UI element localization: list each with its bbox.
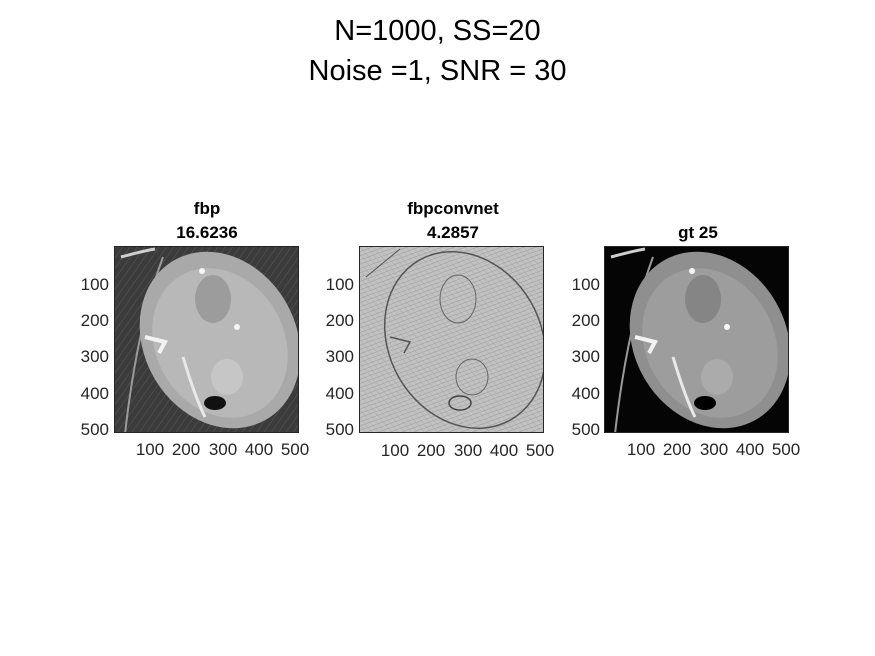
- x-tick-label: 400: [735, 440, 765, 459]
- subplot-title-line1: fbp: [193, 199, 221, 218]
- y-tick-label: 100: [80, 275, 109, 294]
- x-tick-label: 500: [771, 440, 801, 459]
- ct-image-fbp: [114, 246, 299, 433]
- y-tick-label: 100: [571, 275, 600, 294]
- subplot-title-line2: 16.6236: [176, 223, 238, 242]
- y-tick-label: 100: [325, 275, 354, 294]
- y-tick-label: 300: [571, 347, 600, 366]
- x-tick-label: 300: [453, 441, 483, 460]
- y-tick-label: 200: [80, 311, 109, 330]
- y-tick-label: 300: [80, 347, 109, 366]
- y-tick-label: 400: [571, 384, 600, 403]
- x-tick-label: 200: [662, 440, 692, 459]
- figure-title-line2: Noise =1, SNR = 30: [308, 55, 567, 87]
- subplot-title-line1: fbpconvnet: [407, 199, 499, 218]
- x-tick-label: 100: [380, 441, 410, 460]
- y-tick-label: 200: [325, 311, 354, 330]
- x-tick-label: 400: [489, 441, 519, 460]
- x-tick-label: 300: [208, 440, 238, 459]
- x-tick-label: 200: [171, 440, 201, 459]
- y-tick-label: 500: [80, 420, 109, 439]
- x-tick-label: 200: [416, 441, 446, 460]
- y-tick-label: 200: [571, 311, 600, 330]
- y-tick-label: 400: [80, 384, 109, 403]
- x-tick-label: 500: [280, 440, 310, 459]
- x-tick-label: 100: [135, 440, 165, 459]
- figure-title-line1: N=1000, SS=20: [334, 15, 541, 47]
- ct-image-gt: [604, 246, 789, 433]
- x-tick-label: 400: [244, 440, 274, 459]
- y-tick-label: 500: [325, 420, 354, 439]
- ct-image-fbpconvnet: [359, 246, 544, 433]
- y-tick-label: 500: [571, 420, 600, 439]
- subplot-title-line2: gt 25: [678, 223, 718, 242]
- x-tick-label: 500: [525, 441, 555, 460]
- subplot-title-line2: 4.2857: [427, 223, 479, 242]
- x-tick-label: 300: [699, 440, 729, 459]
- x-tick-label: 100: [626, 440, 656, 459]
- y-tick-label: 400: [325, 384, 354, 403]
- y-tick-label: 300: [325, 347, 354, 366]
